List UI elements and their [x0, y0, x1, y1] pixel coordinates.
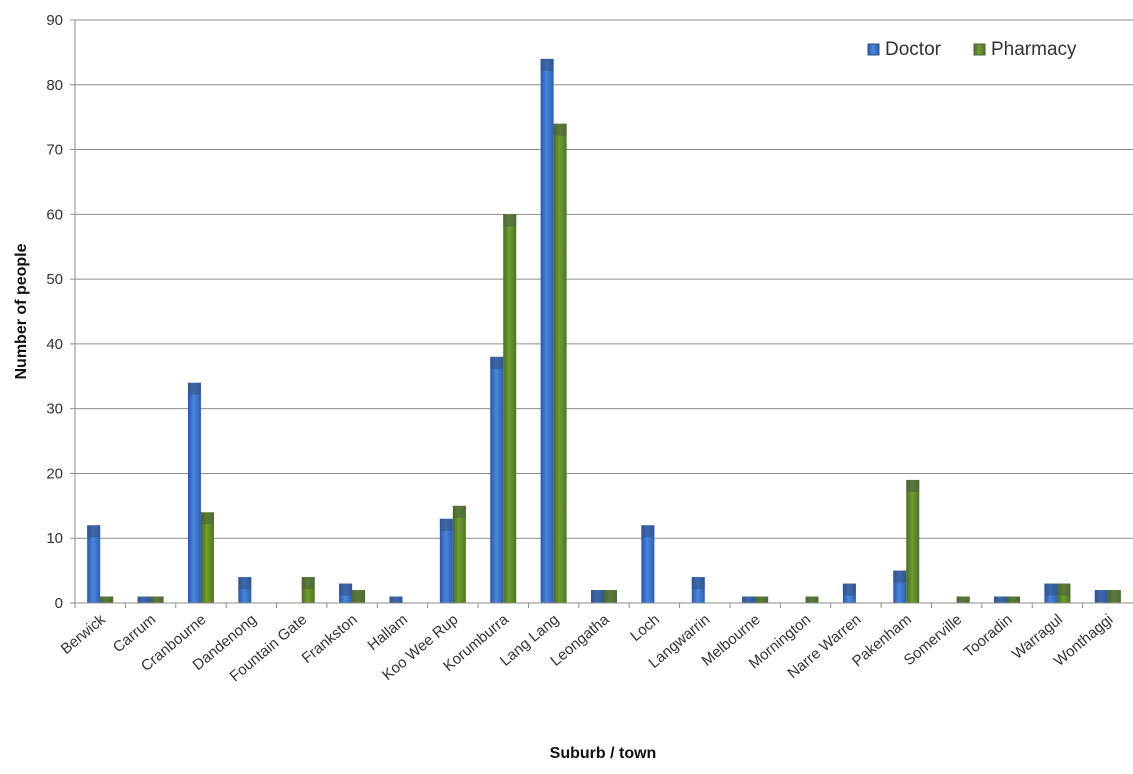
- bar-cap-pharmacy: [604, 590, 617, 603]
- bar-cap-pharmacy: [200, 512, 214, 525]
- bar-cap-pharmacy: [1107, 590, 1121, 603]
- bar-cap-doctor: [1044, 583, 1058, 596]
- y-tick-label: 10: [46, 530, 63, 547]
- x-axis-title: Suburb / town: [550, 745, 657, 762]
- bar-cap-pharmacy: [906, 479, 920, 492]
- bar-cap-pharmacy: [1007, 596, 1021, 603]
- bar-cap-pharmacy: [553, 123, 567, 136]
- bar-pharmacy: [200, 512, 214, 603]
- bar-cap-doctor: [87, 525, 101, 538]
- y-axis-title: Number of people: [13, 243, 30, 379]
- y-tick-label: 50: [46, 271, 63, 288]
- bar-cap-doctor: [540, 58, 554, 71]
- bar-cap-doctor: [742, 596, 756, 603]
- y-tick-label: 30: [46, 401, 63, 418]
- bar-doctor: [490, 356, 504, 603]
- bar-doctor: [87, 525, 101, 603]
- bar-cap-doctor: [842, 583, 856, 596]
- legend-swatch-doctor: [867, 43, 880, 56]
- bar-cap-pharmacy: [352, 590, 366, 603]
- bar-pharmacy: [906, 479, 920, 603]
- bar-cap-pharmacy: [452, 505, 466, 518]
- bar-cap-pharmacy: [100, 596, 114, 603]
- bar-cap-doctor: [641, 525, 655, 538]
- bar-pharmacy: [452, 505, 466, 603]
- y-tick-label: 0: [55, 595, 63, 612]
- bar-cap-pharmacy: [503, 214, 517, 227]
- y-tick-label: 70: [46, 142, 63, 159]
- bar-cap-doctor: [187, 382, 201, 395]
- bar-cap-doctor: [339, 583, 353, 596]
- bar-cap-doctor: [238, 577, 252, 590]
- bar-doctor: [439, 518, 453, 603]
- x-tick-label: Hallam: [364, 611, 411, 654]
- bar-pharmacy: [553, 123, 567, 604]
- bar-cap-doctor: [439, 518, 453, 531]
- x-tick-label: Tooradin: [961, 611, 1016, 661]
- bar-cap-doctor: [137, 596, 151, 603]
- bar-cap-doctor: [1094, 590, 1108, 603]
- legend-swatch-pharmacy: [973, 43, 986, 56]
- bar-cap-pharmacy: [301, 577, 315, 590]
- bar-cap-pharmacy: [755, 596, 769, 603]
- x-tick-label: Berwick: [58, 611, 110, 658]
- bar-cap-pharmacy: [150, 596, 164, 603]
- bar-doctor: [187, 382, 201, 603]
- y-tick-label: 40: [46, 336, 63, 353]
- bar-cap-pharmacy: [805, 596, 819, 603]
- x-tick-label: Frankston: [299, 611, 361, 667]
- bar-cap-doctor: [389, 596, 403, 603]
- x-tick-label: Loch: [627, 611, 663, 645]
- bar-cap-doctor: [994, 596, 1008, 603]
- bar-cap-doctor: [893, 570, 907, 583]
- bar-cap-doctor: [490, 356, 504, 369]
- bar-cap-doctor: [591, 590, 604, 603]
- bar-pharmacy: [503, 214, 517, 604]
- legend-label-pharmacy: Pharmacy: [991, 39, 1077, 60]
- y-tick-label: 20: [46, 465, 63, 482]
- bar-cap-pharmacy: [1057, 583, 1071, 596]
- legend-label-doctor: Doctor: [885, 39, 942, 60]
- y-tick-label: 80: [46, 77, 63, 94]
- bar-doctor: [540, 58, 554, 604]
- bar-cap-pharmacy: [956, 596, 970, 603]
- y-tick-label: 60: [46, 206, 63, 223]
- bar-doctor: [641, 525, 655, 603]
- bar-cap-doctor: [691, 577, 705, 590]
- y-tick-label: 90: [46, 12, 63, 29]
